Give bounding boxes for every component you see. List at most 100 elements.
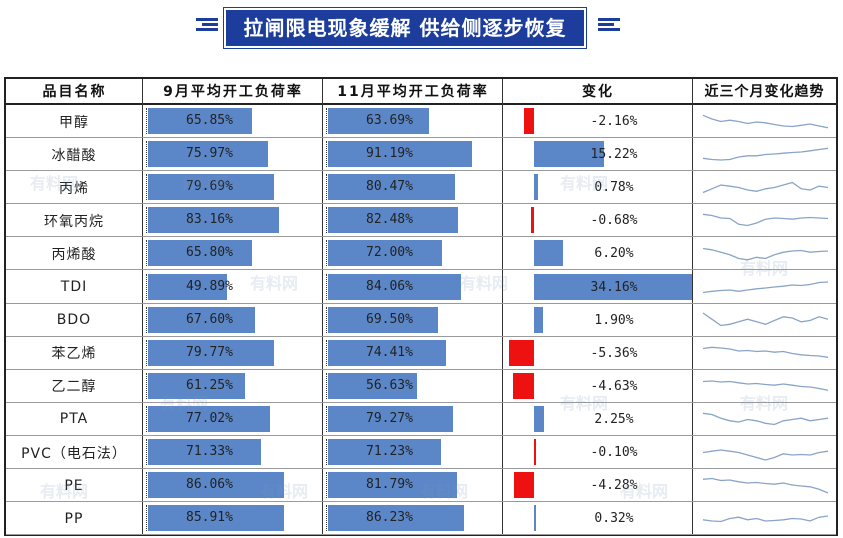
sep-load-bar xyxy=(148,141,269,168)
nov-bar-cell: 63.69% xyxy=(326,108,498,134)
nov-bar-cell: 71.23% xyxy=(326,439,498,465)
sep-bar-cell: 86.06% xyxy=(146,472,318,499)
table-row: 环氧丙烷 83.16% 82.48% -0.68% xyxy=(6,204,836,238)
nov-bar-axis xyxy=(326,372,328,399)
nov-bar-axis xyxy=(326,240,328,267)
trend-line xyxy=(702,114,829,129)
change-bar xyxy=(534,141,605,168)
row-name: 冰醋酸 xyxy=(51,147,97,164)
sep-bar-cell: 75.97% xyxy=(146,141,318,168)
nov-bar-cell: 79.27% xyxy=(326,405,498,432)
header-trend: 近三个月变化趋势 xyxy=(693,79,836,105)
row-name: BDO xyxy=(56,312,92,329)
nov-load-bar xyxy=(328,405,454,432)
table-row: PP 85.91% 86.23% 0.32% xyxy=(6,502,836,536)
change-value-label: -4.28% xyxy=(590,478,638,494)
sep-bar-axis xyxy=(146,306,148,333)
sep-bar-axis xyxy=(146,207,148,234)
change-bar xyxy=(524,108,534,134)
table-row: PVC（电石法） 71.33% 71.23% -0.10% xyxy=(6,436,836,469)
sep-value-label: 79.69% xyxy=(186,179,233,195)
change-bar xyxy=(534,174,538,201)
nov-bar-axis xyxy=(326,439,328,465)
trend-sparkline xyxy=(702,412,829,426)
nov-load-bar xyxy=(328,472,458,499)
change-value-label: 1.90% xyxy=(594,312,634,328)
sep-bar-axis xyxy=(146,372,148,399)
sep-load-bar xyxy=(148,505,284,532)
sep-bar-cell: 49.89% xyxy=(146,273,318,300)
trend-sparkline xyxy=(702,280,829,293)
nov-bar-axis xyxy=(326,405,328,432)
sep-bar-cell: 61.25% xyxy=(146,372,318,399)
table-row: 丙烯酸 65.80% 72.00% 6.20% xyxy=(6,237,836,271)
change-bar xyxy=(533,439,536,465)
sep-bar-axis xyxy=(146,108,148,134)
sep-value-label: 86.06% xyxy=(186,477,233,493)
nov-bar-axis xyxy=(326,306,328,333)
trend-line xyxy=(702,213,829,227)
nov-load-bar xyxy=(328,273,461,300)
table-row: 乙二醇 61.25% 56.63% -4.63% xyxy=(6,370,836,403)
change-value-label: 15.22% xyxy=(590,147,638,163)
nov-bar-axis xyxy=(326,472,328,499)
table-row: 甲醇 65.85% 63.69% -2.16% xyxy=(6,105,836,138)
trend-line xyxy=(702,280,829,293)
change-bar xyxy=(534,405,545,432)
table-row: BDO 67.60% 69.50% 1.90% xyxy=(6,304,836,337)
sep-value-label: 71.33% xyxy=(186,444,233,459)
trend-sparkline xyxy=(702,477,829,494)
nov-load-bar xyxy=(328,108,429,134)
row-name: 环氧丙烷 xyxy=(44,213,104,230)
row-name: PVC（电石法） xyxy=(21,445,127,462)
nov-bar-cell: 56.63% xyxy=(326,372,498,399)
change-value-label: 6.20% xyxy=(594,246,634,262)
sep-load-bar xyxy=(148,207,280,234)
row-name: 苯乙烯 xyxy=(51,346,97,363)
chart-title: 拉闸限电现象缓解 供给侧逐步恢复 xyxy=(223,8,587,48)
sep-bar-cell: 71.33% xyxy=(146,439,318,465)
table-row: 冰醋酸 75.97% 91.19% 15.22% xyxy=(6,138,836,172)
sep-load-bar xyxy=(148,273,227,300)
row-name: TDI xyxy=(60,279,88,295)
nov-bar-cell: 91.19% xyxy=(326,141,498,168)
trend-sparkline xyxy=(702,114,829,129)
change-value-label: -0.68% xyxy=(590,213,638,229)
nov-value-label: 82.48% xyxy=(366,212,413,228)
trend-sparkline xyxy=(702,515,829,523)
sep-bar-axis xyxy=(146,505,148,532)
sep-bar-axis xyxy=(146,405,148,432)
nov-load-bar xyxy=(328,339,446,366)
sep-load-bar xyxy=(148,240,252,267)
change-value-label: 0.32% xyxy=(594,511,634,527)
header-nov: 11月平均开工负荷率 xyxy=(323,79,503,105)
trend-line xyxy=(702,181,829,194)
sep-load-bar xyxy=(148,439,261,465)
nov-bar-cell: 74.41% xyxy=(326,339,498,366)
nov-load-bar xyxy=(328,372,418,399)
column-divider xyxy=(502,79,503,534)
trend-sparkline xyxy=(702,312,829,326)
sep-bar-cell: 79.77% xyxy=(146,339,318,366)
change-bar xyxy=(530,207,534,234)
nov-value-label: 80.47% xyxy=(366,179,413,195)
nov-value-label: 86.23% xyxy=(366,510,413,526)
sep-bar-axis xyxy=(146,240,148,267)
sep-load-bar xyxy=(148,339,275,366)
nov-bar-axis xyxy=(326,141,328,168)
trend-sparkline xyxy=(702,147,829,161)
row-name: 丙烯酸 xyxy=(51,246,97,263)
change-bar xyxy=(534,505,536,532)
sep-bar-axis xyxy=(146,141,148,168)
nov-load-bar xyxy=(328,174,456,201)
title-decoration-left xyxy=(196,18,218,31)
sep-value-label: 65.85% xyxy=(186,113,233,128)
trend-line xyxy=(702,380,829,391)
change-bar xyxy=(534,240,563,267)
nov-load-bar xyxy=(328,141,473,168)
row-name: PE xyxy=(64,477,84,494)
change-bar xyxy=(534,306,543,333)
sep-bar-axis xyxy=(146,472,148,499)
row-name: PP xyxy=(64,510,84,527)
nov-bar-axis xyxy=(326,505,328,532)
